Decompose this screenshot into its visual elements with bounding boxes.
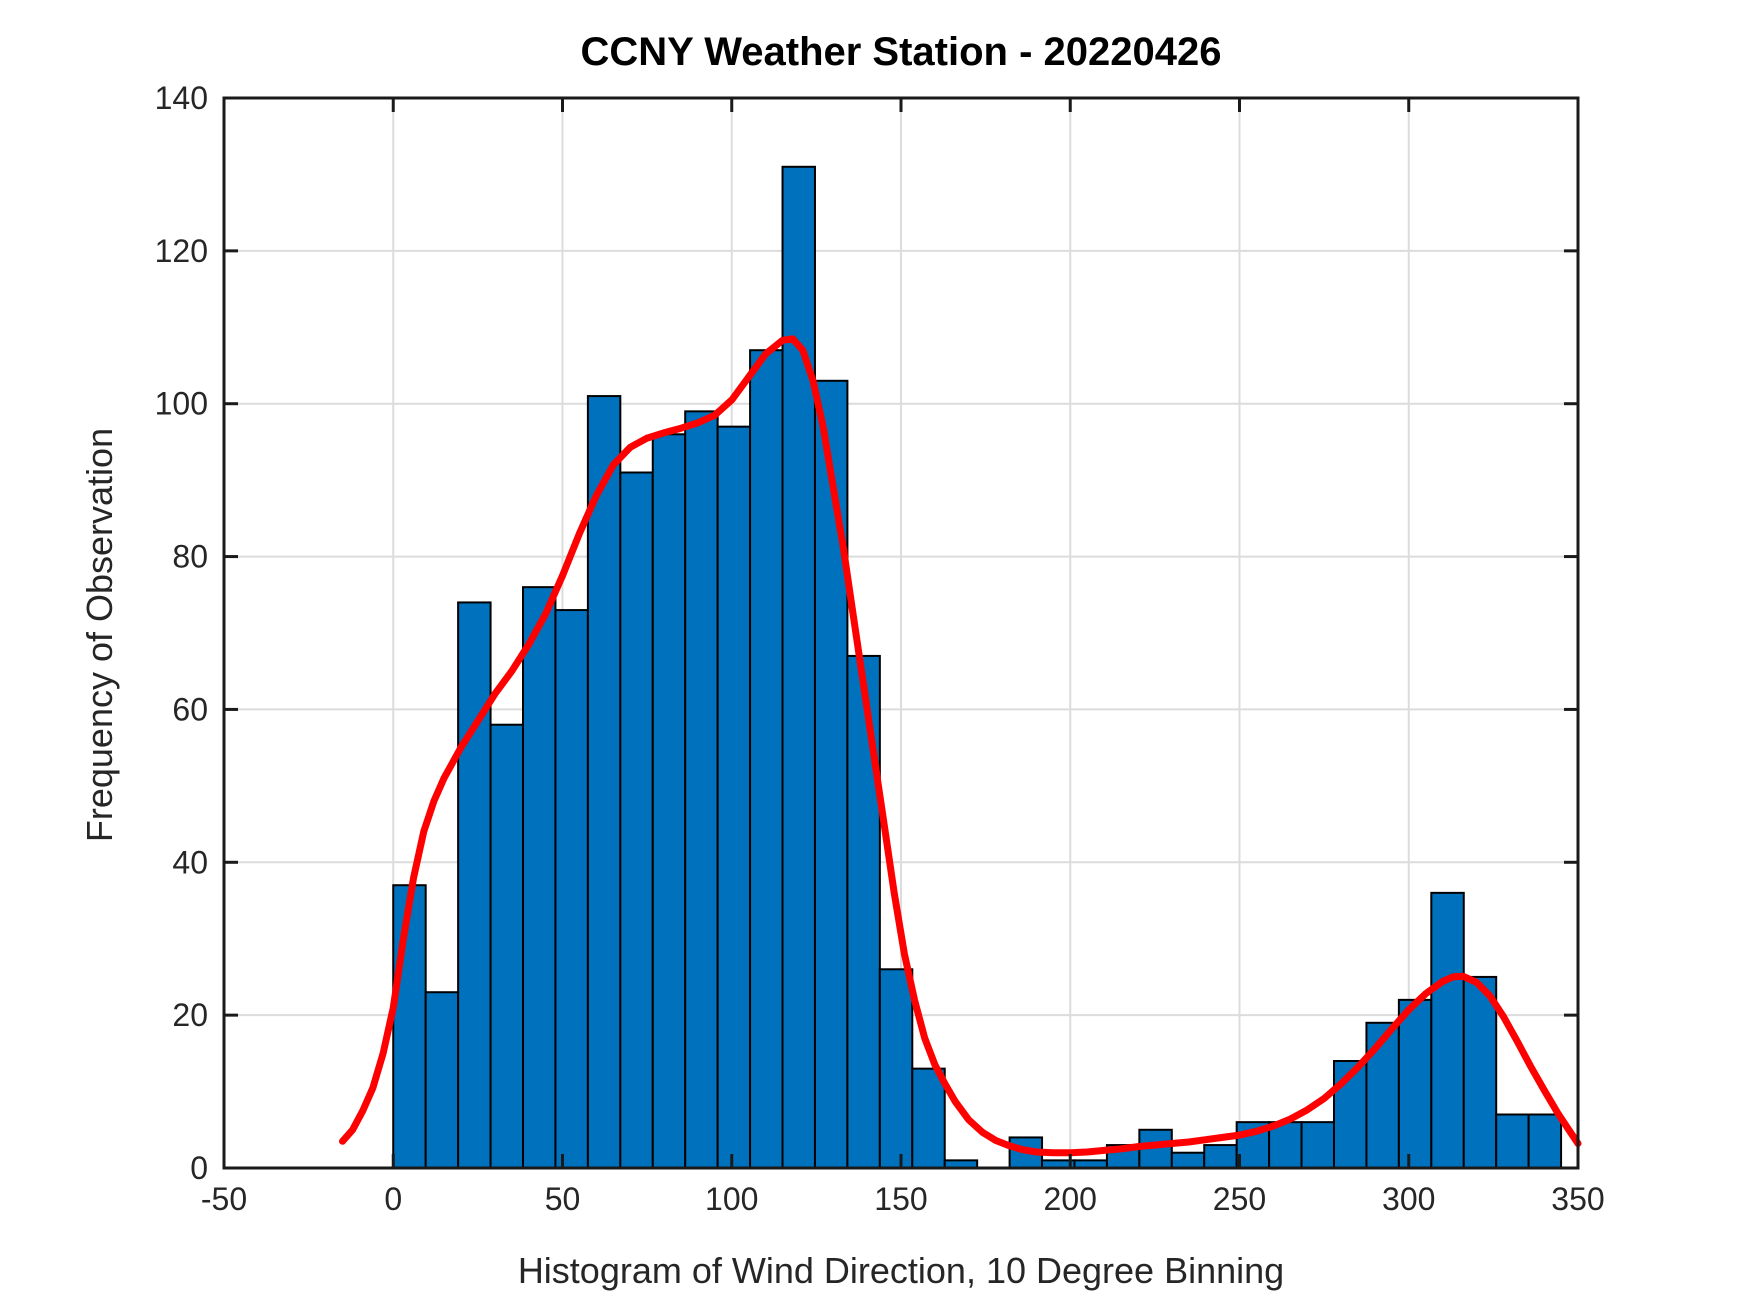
histogram-bar [651, 433, 687, 1169]
histogram-bar [781, 165, 816, 1170]
histogram-bar [1527, 1113, 1563, 1169]
x-tick-label: 100 [705, 1181, 758, 1217]
histogram-bar [1495, 1113, 1530, 1169]
x-tick-label: 150 [874, 1181, 927, 1217]
histogram-bar [424, 991, 460, 1170]
y-tick-label: 0 [190, 1150, 208, 1186]
histogram-bar [1300, 1121, 1335, 1169]
x-tick-label: 250 [1213, 1181, 1266, 1217]
histogram-bar [716, 425, 752, 1169]
x-tick-label: 200 [1044, 1181, 1097, 1217]
y-tick-label: 20 [172, 997, 208, 1033]
histogram-bar [911, 1067, 946, 1169]
histogram-bar [846, 654, 881, 1169]
chart-title: CCNY Weather Station - 20220426 [580, 30, 1222, 74]
histogram-bar [749, 349, 784, 1169]
histogram-bar [813, 379, 849, 1169]
density-fit-curve [339, 335, 1582, 1157]
x-tick-label: 50 [545, 1181, 581, 1217]
histogram-bar [878, 968, 914, 1169]
histogram-bar [684, 410, 719, 1170]
x-tick-label: 0 [384, 1181, 402, 1217]
histogram-bar [1203, 1144, 1238, 1169]
histogram-bar [392, 884, 427, 1169]
y-tick-label: 140 [155, 80, 208, 116]
x-tick-label: 350 [1551, 1181, 1604, 1217]
histogram-bar [457, 601, 492, 1169]
x-tick-label: -50 [201, 1181, 247, 1217]
histogram-bar [1268, 1121, 1303, 1169]
y-tick-label: 80 [172, 539, 208, 575]
histogram-bar [554, 609, 589, 1169]
histogram-bar [522, 586, 557, 1169]
histogram-bar [489, 723, 525, 1169]
histogram-bar [1430, 891, 1465, 1169]
y-tick-label: 60 [172, 691, 208, 727]
histogram-bar [1462, 975, 1498, 1170]
histogram-bar [619, 471, 654, 1169]
y-tick-label: 120 [155, 233, 208, 269]
x-axis-label: Histogram of Wind Direction, 10 Degree B… [517, 1250, 1285, 1291]
histogram-bar [1170, 1151, 1206, 1169]
x-tick-label: 300 [1382, 1181, 1435, 1217]
histogram-bar [1397, 998, 1433, 1169]
y-tick-label: 40 [172, 844, 208, 880]
y-tick-label: 100 [155, 386, 208, 422]
y-axis-label: Frequency of Observation [79, 427, 120, 843]
